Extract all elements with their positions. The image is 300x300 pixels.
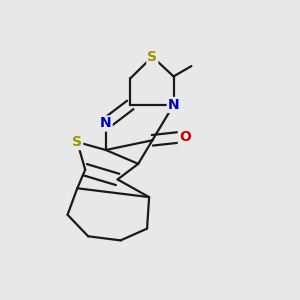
Text: N: N bbox=[100, 116, 112, 130]
Text: S: S bbox=[147, 50, 158, 64]
Text: S: S bbox=[72, 135, 82, 149]
Text: N: N bbox=[168, 98, 179, 112]
Text: O: O bbox=[179, 130, 191, 144]
